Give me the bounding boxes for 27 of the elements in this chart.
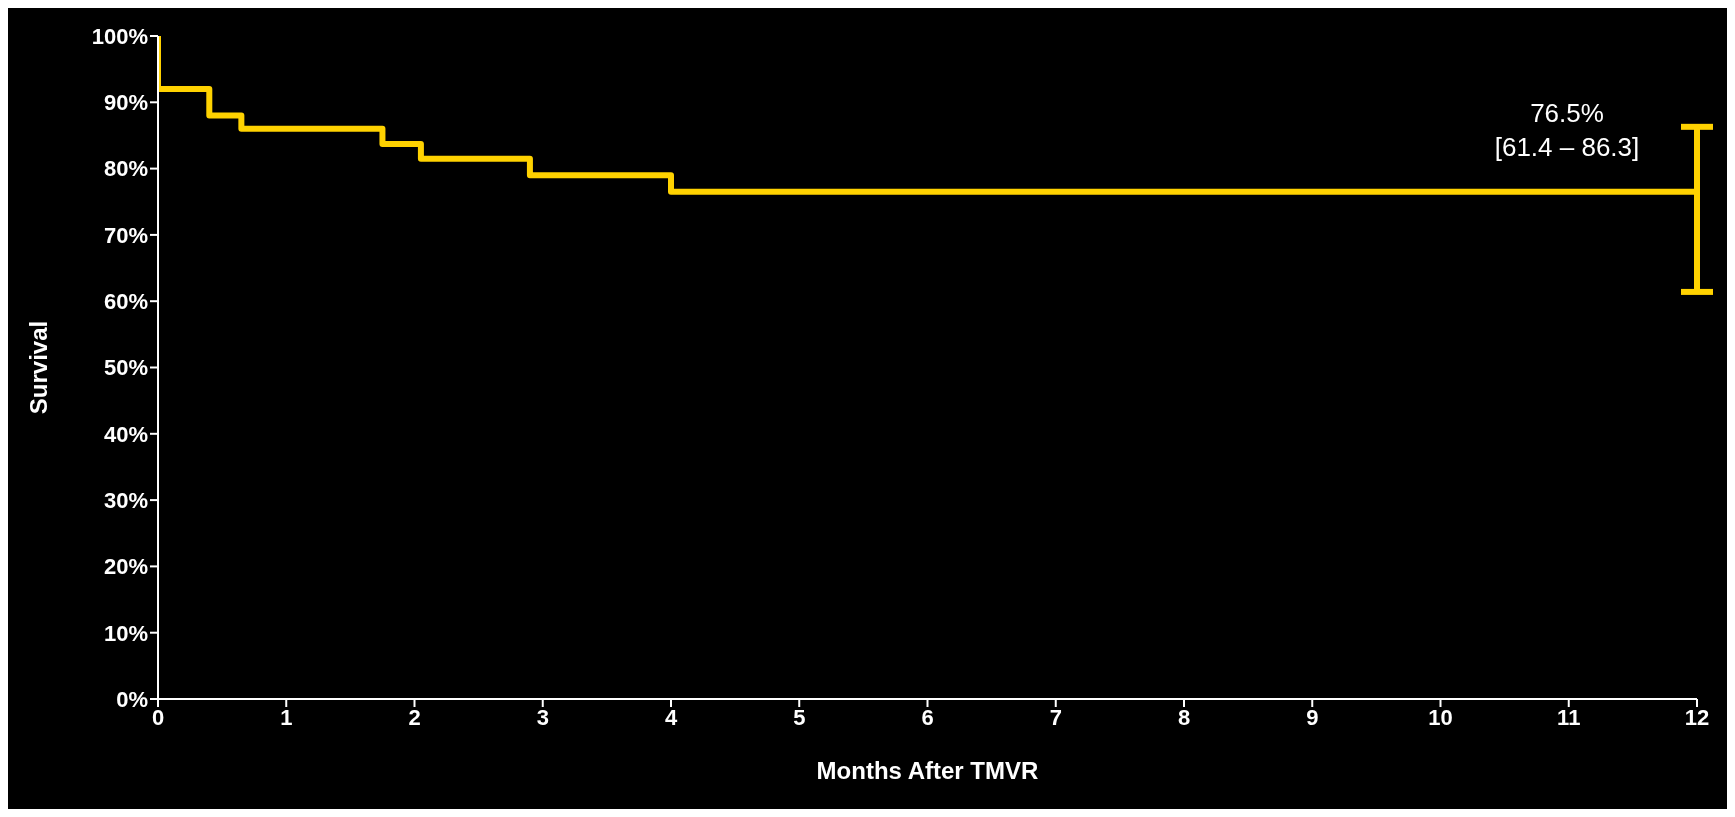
x-tick-label: 6 (921, 704, 934, 730)
x-tick-label: 2 (408, 704, 421, 730)
x-tick-label: 10 (1428, 704, 1453, 730)
annotation: 76.5% [61.4 – 86.3] (1494, 97, 1640, 162)
x-tick-label: 5 (793, 704, 806, 730)
x-tick-label: 4 (664, 704, 678, 730)
y-tick-label: 40% (103, 421, 148, 447)
y-tick-label: 60% (103, 289, 148, 315)
x-tick-label: 0 (151, 704, 165, 730)
x-tick-label: 8 (1177, 704, 1191, 730)
y-tick-label: 20% (103, 554, 148, 580)
x-tick-label: 12 (1684, 704, 1710, 730)
y-tick-label: 70% (103, 222, 148, 248)
x-axis-title: Months After TMVR (816, 757, 1039, 784)
y-tick-label: 100% (91, 23, 148, 49)
y-tick-label: 50% (103, 355, 148, 381)
y-tick-label: 30% (103, 487, 148, 513)
x-tick-label: 1 (280, 704, 293, 730)
x-tick-label: 9 (1306, 704, 1319, 730)
y-tick-label: 10% (103, 620, 148, 646)
y-tick-label: 90% (103, 90, 148, 116)
y-tick-label: 80% (103, 156, 148, 182)
x-tick-label: 11 (1557, 704, 1581, 730)
x-tick-label: 7 (1049, 704, 1062, 730)
y-axis-title: Survival (24, 320, 52, 415)
x-tick-label: 3 (536, 704, 549, 730)
y-tick-label: 0% (116, 686, 148, 712)
